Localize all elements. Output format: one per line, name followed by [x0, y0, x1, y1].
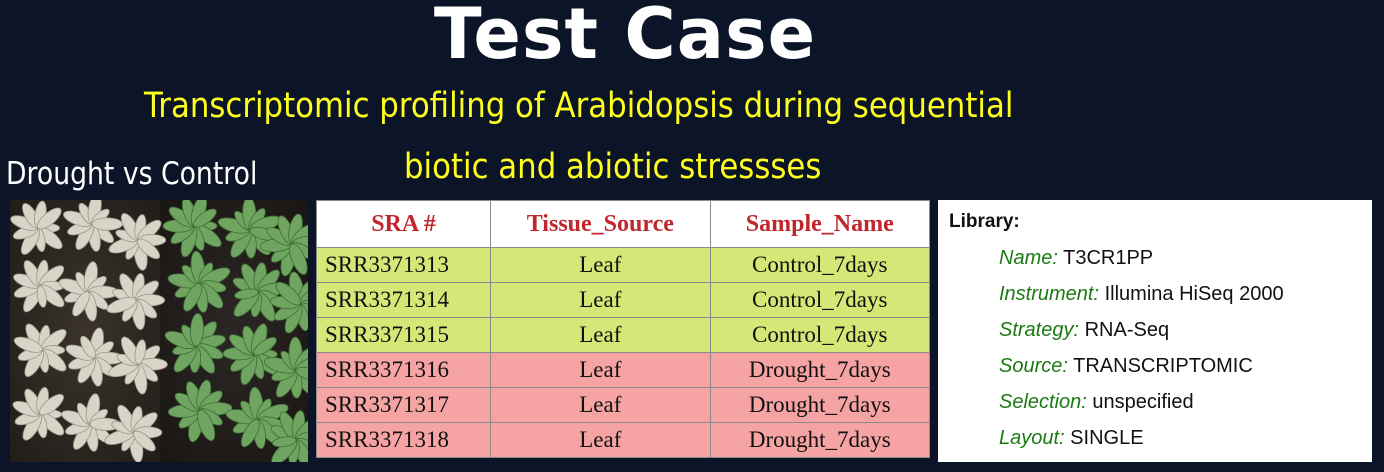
leaf-shape — [183, 283, 203, 312]
library-field-value: unspecified — [1092, 391, 1194, 413]
slide-title: Test Case — [433, 0, 817, 75]
cell-sra: SRR3371317 — [315, 387, 492, 423]
library-field: Layout: SINGLE — [999, 424, 1144, 452]
library-field-value: RNA-Seq — [1084, 319, 1170, 341]
leaf-shape — [253, 337, 277, 356]
cell-tissue: Leaf — [490, 247, 711, 283]
cell-tissue: Leaf — [490, 352, 711, 388]
cell-sra: SRR3371315 — [315, 317, 492, 353]
cell-tissue: Leaf — [490, 317, 711, 353]
drought-plants — [10, 200, 168, 462]
leaf-shape — [193, 208, 217, 228]
library-field-key: Source: — [999, 355, 1068, 377]
library-field-key: Name: — [999, 247, 1058, 269]
cell-sra: SRR3371318 — [315, 422, 492, 458]
leaf-shape — [289, 243, 308, 275]
leaf-shape — [134, 339, 147, 365]
header-sample-name: Sample_Name — [709, 200, 931, 248]
cell-sample: Drought_7days — [709, 352, 931, 388]
library-field-value: T3CR1PP — [1063, 247, 1154, 269]
library-field-value: SINGLE — [1070, 427, 1144, 449]
library-field: Instrument: Illumina HiSeq 2000 — [999, 280, 1284, 308]
library-info-box: Library: Name: T3CR1PP Instrument: Illumi… — [938, 200, 1372, 462]
leaf-shape — [91, 217, 124, 231]
header-sra: SRA # — [315, 200, 492, 248]
cell-sample: Drought_7days — [709, 387, 931, 423]
leaf-shape — [106, 296, 137, 314]
cell-sample: Drought_7days — [709, 422, 931, 458]
library-field-key: Strategy: — [999, 319, 1080, 341]
cell-tissue: Leaf — [490, 282, 711, 318]
leaf-shape — [275, 281, 302, 306]
leaf-shape — [36, 285, 47, 308]
table-row: SRR3371317 Leaf Drought_7days — [315, 387, 931, 423]
library-field-value: TRANSCRIPTOMIC — [1073, 355, 1253, 377]
library-heading: Library: — [949, 211, 1020, 232]
leaf-shape — [137, 238, 161, 260]
cell-sample: Control_7days — [709, 317, 931, 353]
library-field-key: Layout: — [999, 427, 1065, 449]
table-header-row: SRA # Tissue_Source Sample_Name — [315, 200, 931, 248]
sra-table: SRA # Tissue_Source Sample_Name SRR33713… — [315, 200, 931, 458]
leaf-shape — [13, 336, 43, 353]
cell-sra: SRR3371313 — [315, 247, 492, 283]
library-field-key: Selection: — [999, 391, 1087, 413]
table-row: SRR3371315 Leaf Control_7days — [315, 317, 931, 353]
library-field: Name: T3CR1PP — [999, 244, 1153, 272]
cell-sample: Control_7days — [709, 282, 931, 318]
subtitle-line-1: Transcriptomic profiling of Arabidopsis … — [144, 86, 1014, 126]
leaf-shape — [189, 313, 204, 347]
table-row: SRR3371313 Leaf Control_7days — [315, 247, 931, 283]
leaf-shape — [272, 436, 297, 448]
library-field: Source: TRANSCRIPTOMIC — [999, 352, 1253, 380]
photo-caption: Drought vs Control — [6, 156, 258, 192]
cell-tissue: Leaf — [490, 422, 711, 458]
subtitle-line-2: biotic and abiotic stressses — [404, 147, 822, 187]
cell-sample: Control_7days — [709, 247, 931, 283]
table-row: SRR3371318 Leaf Drought_7days — [315, 422, 931, 458]
header-tissue-source: Tissue_Source — [490, 200, 711, 248]
leaf-shape — [36, 207, 62, 230]
cell-sra: SRR3371316 — [315, 352, 492, 388]
table-row: SRR3371314 Leaf Control_7days — [315, 282, 931, 318]
library-field: Selection: unspecified — [999, 388, 1194, 416]
table-row: SRR3371316 Leaf Drought_7days — [315, 352, 931, 388]
leaf-shape — [72, 291, 90, 317]
plants-image — [10, 200, 308, 462]
leaf-shape — [295, 366, 308, 382]
drought-vs-control-photo — [10, 200, 308, 462]
cell-sra: SRR3371314 — [315, 282, 492, 318]
leaf-shape — [240, 419, 261, 448]
leaf-shape — [39, 393, 64, 416]
library-field: Strategy: RNA-Seq — [999, 316, 1169, 344]
leaf-shape — [234, 288, 259, 300]
leaf-shape — [80, 335, 96, 359]
leaf-shape — [132, 430, 156, 452]
library-field-key: Instrument: — [999, 283, 1100, 305]
control-plants — [162, 200, 308, 462]
cell-tissue: Leaf — [490, 387, 711, 423]
library-field-value: Illumina HiSeq 2000 — [1104, 283, 1284, 305]
leaf-shape — [197, 409, 216, 442]
